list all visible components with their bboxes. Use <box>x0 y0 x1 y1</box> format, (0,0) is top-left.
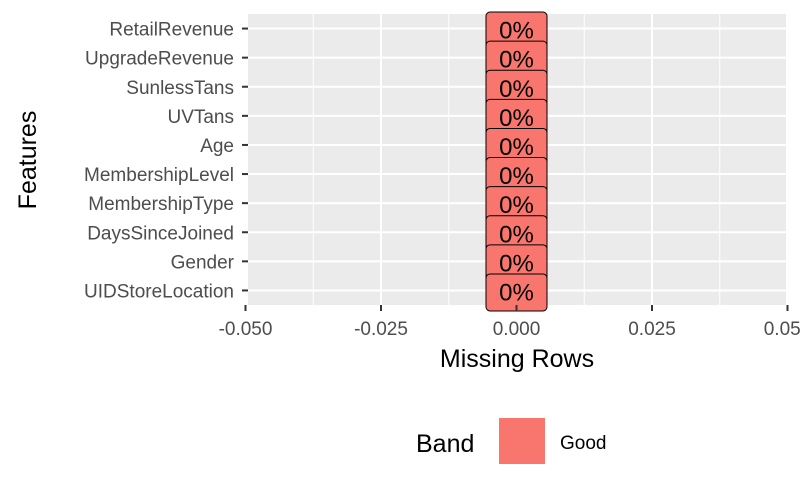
bar-label: 0% <box>499 47 534 74</box>
y-tick-label: DaysSinceJoined <box>87 223 234 244</box>
bar-label: 0% <box>499 18 534 45</box>
bar-label: 0% <box>499 76 534 103</box>
bar-labels: 0%0%0%0%0%0%0%0%0%0% <box>485 11 548 312</box>
y-tick-label: SunlessTans <box>126 78 234 99</box>
grid-minor <box>312 14 721 305</box>
x-tick-label: 0.000 <box>493 319 541 340</box>
x-axis: -0.050 -0.025 0.000 0.025 0.050 <box>219 305 800 340</box>
y-tick-label: UVTans <box>167 107 234 128</box>
y-tick-label: MembershipLevel <box>84 165 234 186</box>
legend-swatch-good <box>499 418 545 464</box>
x-tick-label: -0.050 <box>219 319 273 340</box>
bar-label: 0% <box>499 134 534 161</box>
bar-label: 0% <box>499 192 534 219</box>
legend-title: Band <box>416 430 474 458</box>
x-tick-label: 0.050 <box>764 319 800 340</box>
bar-label: 0% <box>499 279 534 306</box>
bar-label: 0% <box>499 250 534 277</box>
y-axis: RetailRevenue UpgradeRevenue SunlessTans UV… <box>84 20 248 302</box>
y-tick-label: UpgradeRevenue <box>85 49 234 70</box>
y-axis-title: Features <box>14 111 42 210</box>
bar-label: 0% <box>499 221 534 248</box>
legend-label-good: Good <box>560 433 606 454</box>
x-tick-label: 0.025 <box>628 319 676 340</box>
x-tick-label: -0.025 <box>354 319 408 340</box>
y-tick-label: MembershipType <box>88 194 234 215</box>
y-tick-label: Age <box>200 136 234 157</box>
legend: Band Good <box>416 418 606 464</box>
bar-label: 0% <box>499 163 534 190</box>
y-tick-label: RetailRevenue <box>109 20 234 41</box>
y-tick-label: UIDStoreLocation <box>84 281 234 302</box>
x-axis-title: Missing Rows <box>440 345 594 373</box>
bar-label: 0% <box>499 105 534 132</box>
y-tick-label: Gender <box>171 252 235 273</box>
